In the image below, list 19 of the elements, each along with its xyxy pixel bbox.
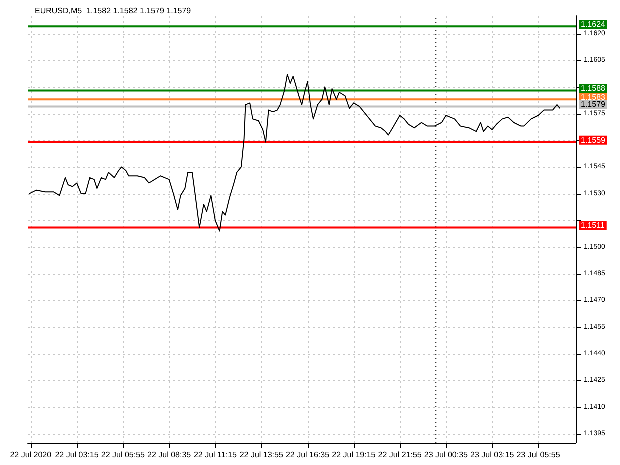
x-tick-label: 23 Jul 00:35 bbox=[424, 450, 469, 460]
x-tick-label: 22 Jul 16:35 bbox=[286, 450, 330, 460]
x-tick-label: 22 Jul 2020 bbox=[10, 450, 52, 460]
x-tick-label: 22 Jul 19:15 bbox=[332, 450, 376, 460]
x-tick-label: 22 Jul 08:35 bbox=[148, 450, 192, 460]
x-tick-label: 22 Jul 13:55 bbox=[240, 450, 284, 460]
x-tick-label: 23 Jul 05:55 bbox=[516, 450, 561, 460]
x-tick-label: 23 Jul 03:15 bbox=[470, 450, 515, 460]
ref-line-label: 1.1588 bbox=[581, 84, 606, 94]
ref-line-label: 1.1624 bbox=[581, 20, 606, 30]
x-tick-label: 22 Jul 03:15 bbox=[55, 450, 100, 460]
ref-line-label: 1.1583 bbox=[581, 93, 606, 102]
ref-line-label: 1.1511 bbox=[581, 221, 606, 230]
ref-line-label: 1.1579 bbox=[581, 100, 606, 110]
chart-title: EURUSD,M5 1.1582 1.1582 1.1579 1.1579 bbox=[35, 6, 192, 16]
x-tick-label: 22 Jul 21:55 bbox=[378, 450, 422, 460]
ref-line-label: 1.1559 bbox=[581, 136, 606, 145]
x-tick-label: 22 Jul 05:55 bbox=[101, 450, 146, 460]
x-tick-label: 22 Jul 11:15 bbox=[194, 450, 238, 460]
